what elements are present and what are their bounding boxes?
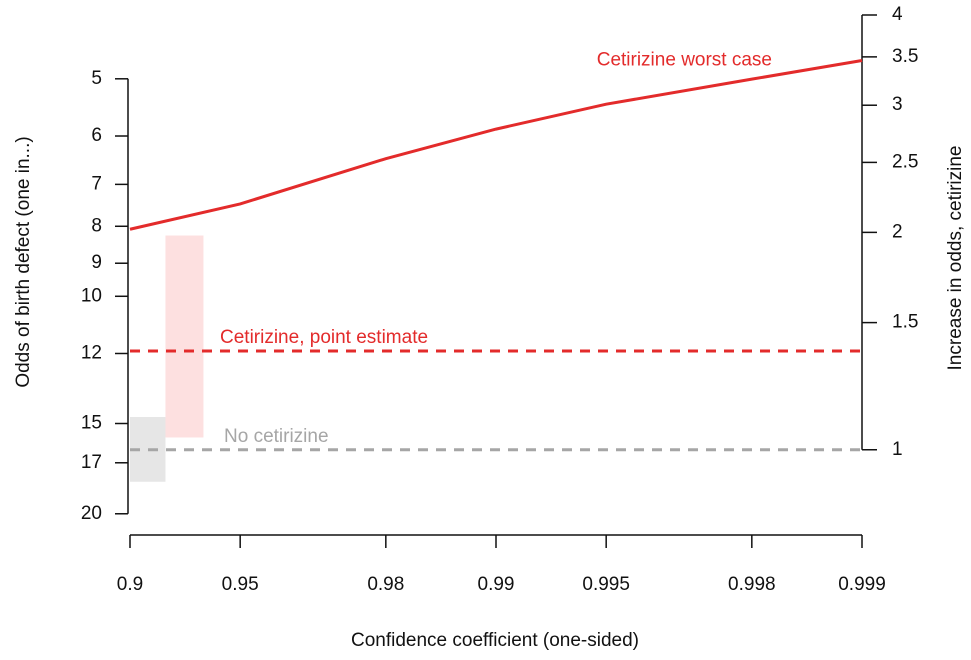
y2-tick-label: 3 — [892, 94, 903, 115]
series-label: Cetirizine worst case — [597, 49, 772, 70]
y-tick-label: 7 — [91, 173, 102, 194]
series-line — [129, 59, 863, 231]
x-tick-label: 0.9 — [117, 574, 143, 595]
y2-tick-label: 2 — [892, 221, 903, 242]
y2-axis-label: Increase in odds, cetirizine — [945, 146, 966, 371]
x-tick-label: 0.998 — [728, 574, 776, 595]
y-tick-label: 10 — [81, 285, 102, 306]
series-label: Cetirizine, point estimate — [220, 327, 428, 348]
y2-tick-label: 1 — [892, 439, 903, 460]
y-tick-label: 17 — [81, 452, 102, 473]
x-tick-label: 0.95 — [222, 574, 259, 595]
y2-tick-label: 2.5 — [892, 151, 918, 172]
x-tick-label: 0.999 — [838, 574, 886, 595]
y-tick-label: 6 — [91, 125, 102, 146]
y-tick-label: 9 — [91, 252, 102, 273]
y-tick-label: 15 — [81, 413, 102, 434]
y2-tick-label: 3.5 — [892, 46, 918, 67]
y2-tick-label: 4 — [892, 4, 903, 25]
x-axis-label: Confidence coefficient (one-sided) — [351, 630, 639, 651]
x-tick-label: 0.995 — [582, 574, 630, 595]
y-axis-label: Odds of birth defect (one in...) — [13, 136, 34, 387]
y-tick-label: 20 — [81, 503, 102, 524]
y-tick-label: 8 — [91, 215, 102, 236]
series-label: No cetirizine — [224, 426, 329, 447]
interval-band — [165, 235, 204, 438]
y-tick-label: 12 — [81, 343, 102, 364]
x-tick-label: 0.98 — [367, 574, 404, 595]
y2-tick-label: 1.5 — [892, 312, 918, 333]
y-tick-label: 5 — [91, 68, 102, 89]
x-tick-label: 0.99 — [478, 574, 515, 595]
